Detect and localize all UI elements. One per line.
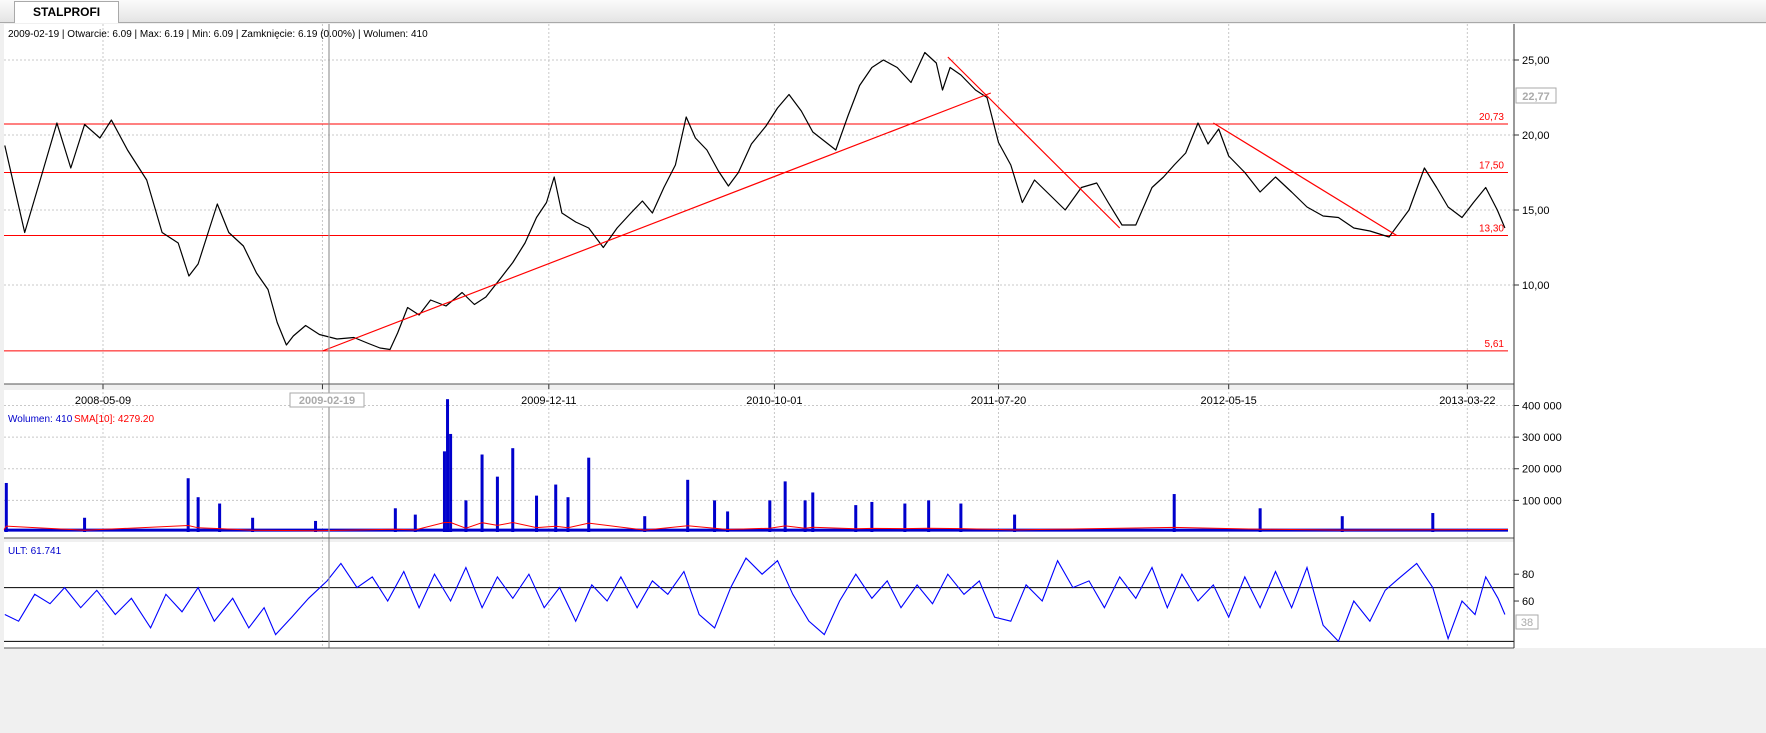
volume-bar (811, 492, 815, 532)
volume-bar (314, 520, 318, 532)
cursor-price-label: 22,77 (1522, 91, 1550, 103)
x-tick-label: 2013-03-22 (1439, 395, 1495, 407)
volume-bar (783, 481, 787, 532)
volume-bar (251, 517, 255, 532)
ult-series (4, 557, 1514, 643)
cursor-date-box (289, 392, 365, 408)
volume-bar (726, 511, 730, 532)
volume-bar (83, 517, 87, 532)
cursor-ult-label: 38 (1521, 617, 1533, 629)
volume-bar (186, 478, 190, 532)
volume-bar (413, 514, 417, 532)
grid (4, 24, 1514, 648)
volume-bar (1431, 513, 1435, 532)
volume-bar (554, 484, 558, 532)
volume-bar (686, 479, 690, 532)
volume-tick-label: 300 000 (1522, 432, 1562, 444)
volume-bar (495, 476, 499, 532)
trend-line (1213, 122, 1398, 237)
price-tick-label: 20,00 (1522, 130, 1550, 142)
volume-tick-label: 400 000 (1522, 400, 1562, 412)
ult-tick-label: 60 (1522, 596, 1534, 608)
tab-stalprofi[interactable]: STALPROFI (14, 1, 120, 23)
volume-bar (449, 433, 453, 532)
volume-bar (768, 500, 772, 532)
volume-bar (927, 500, 931, 532)
volume-bar (464, 500, 468, 532)
volume-bar (511, 448, 515, 532)
cursor-price-box (1515, 87, 1557, 104)
volume-panel-bg (4, 390, 1514, 538)
x-tick-label: 2009-12-11 (521, 395, 576, 407)
header-info: 2009-02-19 | Otwarcie: 6.09 | Max: 6.19 … (8, 29, 428, 40)
volume-tick-label: 100 000 (1522, 495, 1562, 507)
level-label: 5,61 (1485, 339, 1505, 350)
volume-label: Wolumen: 410 (8, 414, 73, 425)
volume-bars (3, 399, 1509, 532)
volume-bar (480, 454, 484, 532)
cursor-ult-box (1515, 614, 1539, 630)
volume-bar (713, 500, 717, 532)
volume-bar (870, 501, 874, 532)
ult-panel-bg (4, 542, 1514, 648)
x-tick-label: 2012-05-15 (1201, 395, 1257, 407)
trend-line (947, 56, 1121, 229)
volume-bar (535, 495, 539, 532)
price-tick-label: 25,00 (1522, 55, 1550, 67)
volume-bar (587, 457, 591, 532)
horizontal-levels: 20,73 17,50 13,30 5,61 (4, 112, 1508, 352)
price-line (4, 51, 1506, 351)
price-axis-bg (1514, 24, 1766, 648)
volume-bar (393, 508, 397, 532)
volume-bar (854, 505, 858, 532)
price-panel-bg (4, 24, 1514, 384)
level-label: 17,50 (1479, 161, 1504, 172)
volume-sma-label: SMA[10]: 4279.20 (74, 414, 154, 425)
ult-line (4, 557, 1506, 643)
ult-tick-label: 80 (1522, 569, 1534, 581)
price-series (4, 51, 1506, 351)
volume-bar (4, 482, 8, 532)
volume-bar (1172, 494, 1176, 532)
volume-tick-label: 200 000 (1522, 464, 1562, 476)
volume-bar (643, 516, 647, 532)
volume-bar (218, 503, 222, 532)
trend-lines (322, 56, 1398, 352)
volume-bar (803, 500, 807, 532)
ult-label: ULT: 61.741 (8, 546, 62, 557)
volume-bar (1340, 516, 1344, 532)
volume-bar (566, 497, 570, 532)
trend-line (322, 92, 992, 352)
tab-bar: STALPROFI (0, 0, 1766, 23)
x-tick-label: 2011-07-20 (971, 395, 1026, 407)
cursor-date-label: 2009-02-19 (299, 395, 355, 407)
level-label: 20,73 (1479, 112, 1504, 123)
x-tick-label: 2008-05-09 (75, 395, 131, 407)
price-tick-label: 10,00 (1522, 280, 1550, 292)
volume-bar (1258, 508, 1262, 532)
axes: 2008-05-09 2009-12-11 2010-10-01 2011-07-20… (75, 55, 1562, 608)
x-tick-label: 2010-10-01 (746, 395, 802, 407)
volume-bar (959, 503, 963, 532)
volume-sma-line (3, 521, 1509, 532)
volume-bar (1013, 514, 1017, 532)
volume-bar (442, 451, 446, 532)
volume-bar (903, 503, 907, 532)
price-tick-label: 15,00 (1522, 205, 1550, 217)
volume-bar (446, 399, 450, 532)
level-label: 13,30 (1479, 224, 1504, 235)
chart-stage[interactable]: 20,73 17,50 13,30 5,61 2008-05-09 2009-12-11… (0, 24, 1766, 732)
volume-bar (196, 497, 200, 532)
